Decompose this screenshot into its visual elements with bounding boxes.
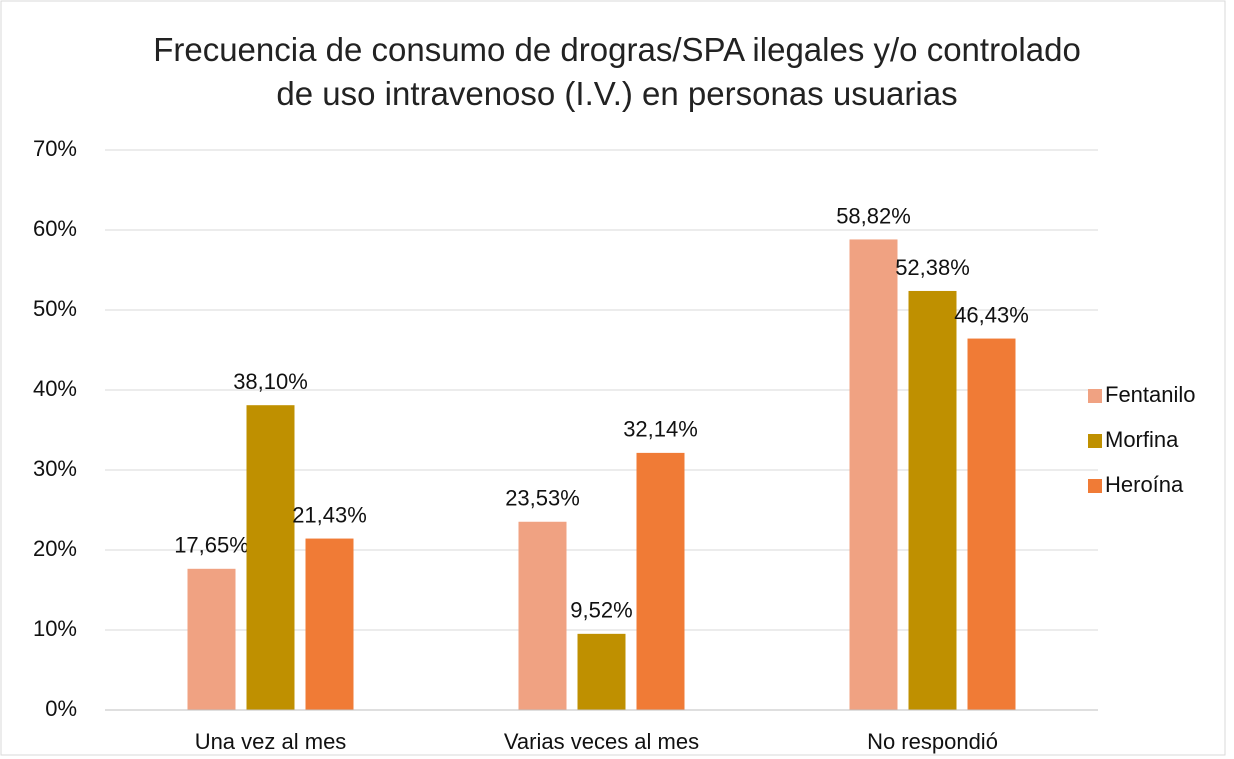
value-label: 32,14% bbox=[623, 417, 698, 442]
value-label: 17,65% bbox=[174, 533, 249, 558]
legend-label: Morfina bbox=[1105, 427, 1179, 452]
value-label: 21,43% bbox=[292, 502, 367, 527]
value-label: 52,38% bbox=[895, 255, 970, 280]
bar bbox=[908, 290, 957, 710]
y-tick-label: 50% bbox=[33, 296, 77, 321]
x-tick-label: Varias veces al mes bbox=[504, 729, 699, 754]
bar bbox=[187, 568, 236, 710]
y-tick-label: 40% bbox=[33, 376, 77, 401]
value-label: 58,82% bbox=[836, 203, 911, 228]
legend-swatch bbox=[1088, 434, 1102, 448]
y-tick-label: 0% bbox=[45, 696, 77, 721]
value-label: 46,43% bbox=[954, 302, 1029, 327]
x-tick-label: No respondió bbox=[867, 729, 998, 754]
bar bbox=[967, 338, 1016, 710]
value-label: 9,52% bbox=[570, 598, 632, 623]
legend-label: Heroína bbox=[1105, 472, 1184, 497]
bar bbox=[636, 452, 685, 710]
legend-swatch bbox=[1088, 479, 1102, 493]
value-label: 23,53% bbox=[505, 486, 580, 511]
bar bbox=[305, 538, 354, 710]
y-tick-label: 10% bbox=[33, 616, 77, 641]
legend-label: Fentanilo bbox=[1105, 382, 1196, 407]
y-tick-label: 20% bbox=[33, 536, 77, 561]
legend-swatch bbox=[1088, 389, 1102, 403]
y-tick-label: 30% bbox=[33, 456, 77, 481]
bar bbox=[246, 405, 295, 710]
bar bbox=[518, 521, 567, 710]
bar bbox=[849, 239, 898, 710]
y-tick-label: 60% bbox=[33, 216, 77, 241]
value-label: 38,10% bbox=[233, 369, 308, 394]
bar bbox=[577, 633, 626, 710]
y-tick-label: 70% bbox=[33, 136, 77, 161]
x-tick-label: Una vez al mes bbox=[195, 729, 347, 754]
chart-title: Frecuencia de consumo de drogras/SPA ile… bbox=[153, 31, 1081, 112]
